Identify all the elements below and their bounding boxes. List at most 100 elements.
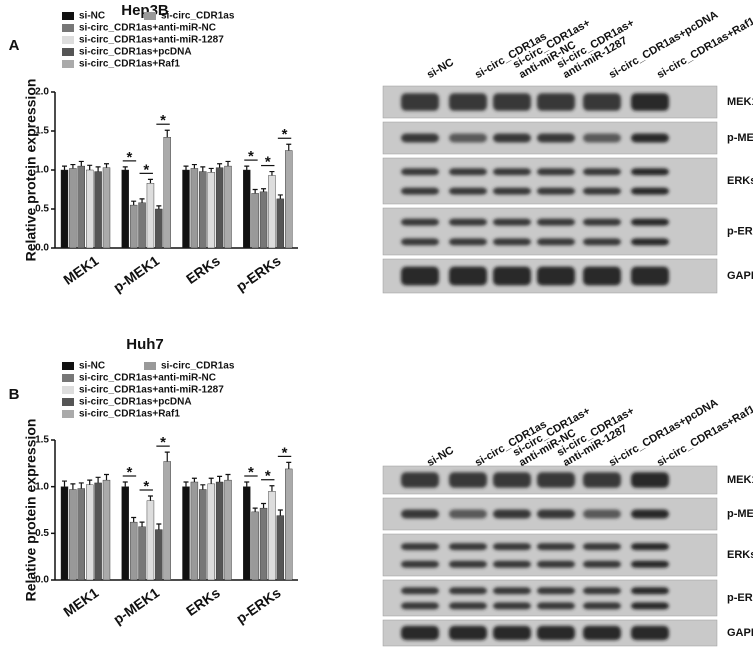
legend-label: si-circ_CDR1as+anti-miR-NC — [79, 23, 216, 34]
bar — [199, 171, 207, 249]
blot-band — [493, 602, 531, 610]
blot-band — [493, 168, 531, 176]
error-bar — [156, 205, 162, 209]
blot-band — [583, 472, 621, 488]
error-bar — [156, 523, 162, 530]
bar — [60, 486, 69, 581]
legend-swatch — [62, 386, 74, 394]
significance-label: * — [127, 149, 133, 166]
error-bar — [87, 164, 93, 170]
legend-swatch — [62, 374, 74, 382]
error-bar — [277, 194, 283, 199]
bar — [285, 468, 293, 581]
bar — [268, 491, 276, 581]
blot-band — [583, 187, 621, 195]
blot-band — [401, 560, 439, 568]
error-bar — [277, 509, 283, 516]
blot-band — [631, 266, 669, 286]
blot-band — [449, 509, 487, 519]
blot-band — [401, 587, 439, 595]
blot-band — [401, 218, 439, 226]
y-tick-label: 1.0 — [35, 481, 49, 492]
bar — [215, 167, 224, 249]
blot-band — [449, 560, 487, 568]
x-tick-label: ERKs — [183, 252, 223, 287]
error-bar — [269, 485, 275, 492]
blot-band — [449, 187, 487, 195]
blot-band — [401, 93, 439, 111]
bar — [60, 169, 69, 249]
blot-bands — [401, 93, 669, 111]
bar — [276, 515, 285, 581]
legend-label: si-NC — [79, 361, 105, 372]
blot-band — [493, 560, 531, 568]
blot-band — [583, 602, 621, 610]
legend-swatch — [62, 36, 74, 44]
blot-band — [537, 602, 575, 610]
blot-band — [493, 133, 531, 143]
significance-label: * — [143, 161, 149, 178]
bar — [285, 150, 293, 249]
row-label: MEK1 — [727, 474, 753, 486]
error-bar — [147, 495, 153, 501]
error-bar — [261, 188, 267, 192]
legend-swatch — [62, 12, 74, 20]
row-label: ERKs — [727, 549, 753, 561]
error-bar — [191, 477, 197, 482]
blot-background — [382, 533, 718, 577]
row-label: ERKs — [727, 175, 753, 187]
bar — [77, 488, 86, 581]
y-tick-label: 0.5 — [35, 204, 49, 215]
blot-band — [493, 187, 531, 195]
bar — [138, 526, 146, 581]
blot-band — [631, 187, 669, 195]
row-label: MEK1 — [727, 96, 753, 108]
blot-band — [537, 187, 575, 195]
error-bar — [208, 477, 214, 484]
blot-band — [631, 168, 669, 176]
bar — [102, 479, 111, 581]
blot-band — [631, 238, 669, 246]
bar — [121, 169, 129, 249]
blot-band — [631, 587, 669, 595]
legend-swatch — [62, 410, 74, 418]
blot-band — [583, 133, 621, 143]
blot-background — [382, 157, 718, 205]
blot-bands — [401, 168, 669, 195]
error-bar — [286, 461, 292, 469]
bar — [94, 482, 102, 581]
blot-band — [537, 587, 575, 595]
blot-band — [583, 509, 621, 519]
error-bar — [131, 516, 137, 523]
blot-band — [493, 218, 531, 226]
significance-label: * — [248, 148, 254, 165]
error-bar — [244, 481, 250, 487]
bar — [138, 202, 146, 249]
blot-band — [631, 509, 669, 519]
blot-bands — [401, 266, 669, 286]
bar — [85, 484, 94, 581]
blot-bands — [401, 133, 669, 143]
bar — [190, 481, 199, 581]
significance-label: * — [265, 468, 271, 485]
blot-band — [583, 238, 621, 246]
blot-band — [401, 472, 439, 488]
blot-band — [493, 509, 531, 519]
legend-label: si-circ_CDR1as — [161, 361, 235, 372]
error-bar — [62, 165, 67, 170]
error-bar — [131, 200, 137, 206]
blot-band — [537, 509, 575, 519]
bar — [182, 486, 190, 581]
legend-label: si-circ_CDR1as+Raf1 — [79, 59, 180, 70]
error-bar — [269, 170, 275, 176]
blot-band — [583, 266, 621, 286]
legend-label: si-circ_CDR1as — [161, 11, 235, 22]
chart-title: Huh7 — [126, 336, 164, 353]
bar — [121, 486, 129, 581]
bar — [207, 172, 215, 249]
blot-bands — [401, 218, 669, 246]
y-tick-label: 1.5 — [35, 126, 49, 137]
bar — [85, 169, 94, 249]
blot-band — [583, 587, 621, 595]
